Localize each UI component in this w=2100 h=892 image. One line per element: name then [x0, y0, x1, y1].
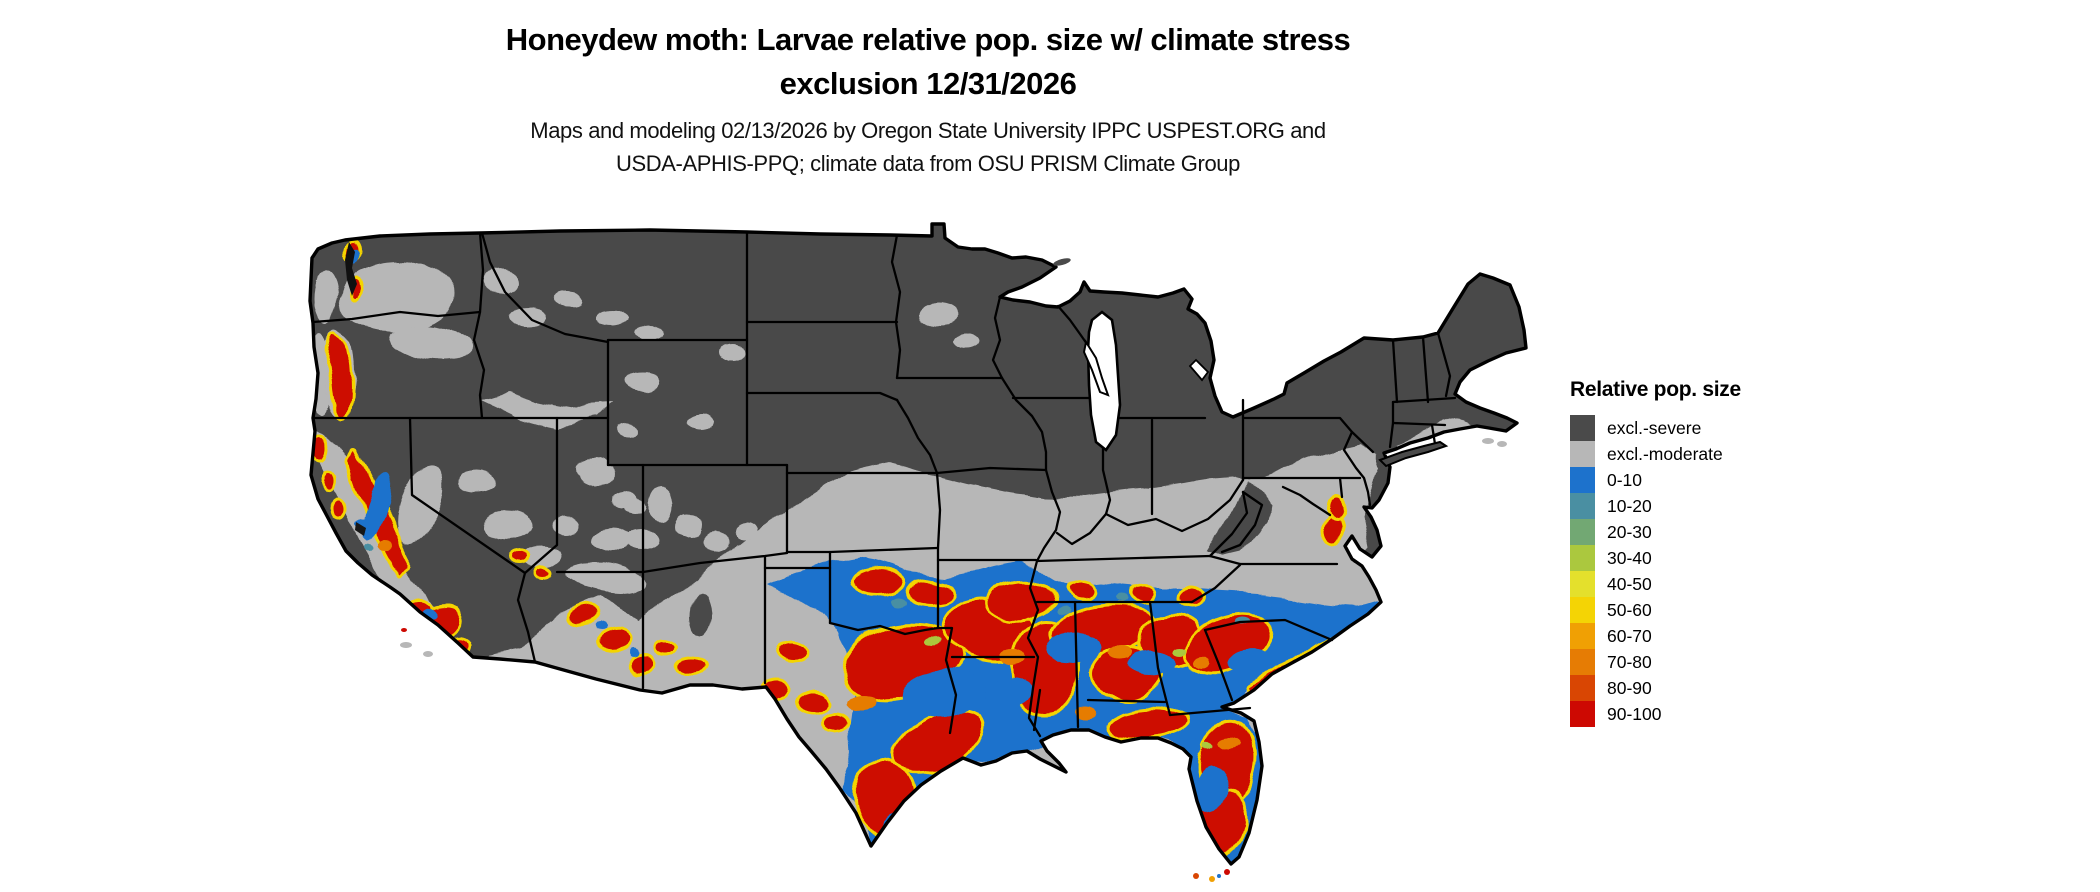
map-raster-fills — [310, 224, 1526, 864]
legend-title: Relative pop. size — [1570, 378, 1741, 401]
legend: Relative pop. size excl.-severe excl.-mod… — [1570, 378, 1890, 727]
florida-keys-speck — [1217, 874, 1221, 878]
legend-swatch — [1570, 519, 1595, 545]
zones-0-10-overlay — [348, 251, 1348, 849]
legend-item: excl.-severe — [1570, 415, 1890, 441]
marthas-vineyard — [1482, 438, 1494, 444]
legend-item-label: 10-20 — [1607, 496, 1652, 516]
legend-item: 10-20 — [1570, 493, 1890, 519]
zones-30-40 — [924, 637, 1216, 749]
channel-island — [400, 642, 412, 648]
nantucket — [1497, 441, 1507, 447]
legend-item: excl.-moderate — [1570, 441, 1890, 467]
map-subtitle: Maps and modeling 02/13/2026 by Oregon S… — [0, 114, 1856, 180]
legend-item: 80-90 — [1570, 675, 1890, 701]
legend-item-label: 80-90 — [1607, 678, 1652, 698]
title-line-2: exclusion 12/31/2026 — [779, 66, 1077, 101]
legend-item-label: excl.-moderate — [1607, 444, 1723, 464]
florida-keys-speck — [1224, 869, 1230, 875]
legend-swatch — [1570, 571, 1595, 597]
state-borders — [311, 231, 1457, 738]
channel-island — [423, 651, 433, 657]
florida-keys-speck — [1193, 873, 1199, 879]
subtitle-line-2: USDA-APHIS-PPQ; climate data from OSU PR… — [616, 151, 1240, 176]
isle-royale — [1053, 258, 1071, 266]
legend-item-label: excl.-severe — [1607, 418, 1702, 438]
subtitle-line-1: Maps and modeling 02/13/2026 by Oregon S… — [530, 118, 1326, 143]
legend-item: 20-30 — [1570, 519, 1890, 545]
legend-item: 60-70 — [1570, 623, 1890, 649]
legend-item-label: 20-30 — [1607, 522, 1652, 542]
legend-swatch — [1570, 597, 1595, 623]
green-bay — [1082, 339, 1110, 397]
long-island — [1378, 440, 1449, 468]
florida-keys-speck — [1209, 876, 1215, 882]
legend-swatch — [1570, 467, 1595, 493]
legend-item: 90-100 — [1570, 701, 1890, 727]
legend-swatch — [1570, 441, 1595, 467]
legend-swatch — [1570, 675, 1595, 701]
legend-item-label: 90-100 — [1607, 704, 1662, 724]
legend-swatch — [1570, 649, 1595, 675]
legend-item: 70-80 — [1570, 649, 1890, 675]
title-line-1: Honeydew moth: Larvae relative pop. size… — [505, 22, 1351, 57]
san-francisco-bay — [355, 522, 366, 536]
legend-item: 0-10 — [1570, 467, 1890, 493]
legend-item: 30-40 — [1570, 545, 1890, 571]
legend-item-label: 50-60 — [1607, 600, 1652, 620]
saginaw-bay — [1188, 358, 1210, 382]
legend-swatch — [1570, 415, 1595, 441]
puget-sound — [345, 242, 357, 296]
legend-swatch — [1570, 545, 1595, 571]
channel-island-speck — [401, 628, 407, 632]
legend-items: excl.-severe excl.-moderate 0-10 10-20 20-30… — [1570, 415, 1890, 727]
legend-swatch — [1570, 493, 1595, 519]
legend-item-label: 0-10 — [1607, 470, 1643, 490]
legend-item-label: 30-40 — [1607, 548, 1652, 568]
legend-item: 40-50 — [1570, 571, 1890, 597]
legend-item-label: 40-50 — [1607, 574, 1652, 594]
legend-item-label: 60-70 — [1607, 626, 1652, 646]
islands — [400, 438, 1507, 882]
great-lakes — [345, 242, 1210, 536]
legend-swatch — [1570, 623, 1595, 649]
legend-item: 50-60 — [1570, 597, 1890, 623]
legend-swatch — [1570, 701, 1595, 727]
map-title: Honeydew moth: Larvae relative pop. size… — [0, 18, 1856, 106]
legend-item-label: 70-80 — [1607, 652, 1652, 672]
